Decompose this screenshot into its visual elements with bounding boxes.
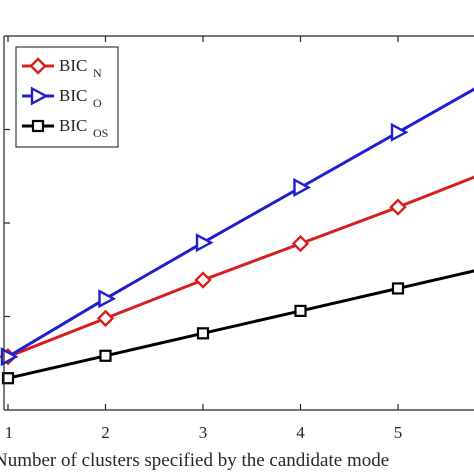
x-axis-title: Number of clusters specified by the cand…: [0, 450, 389, 471]
legend-marker-0: [29, 57, 47, 75]
legend-label-sub-2: OS: [93, 126, 108, 140]
series-layer: [0, 87, 474, 385]
legend-label-2: BIC: [59, 116, 87, 135]
legend-label-sub-1: O: [93, 96, 102, 110]
legend-marker-1: [30, 86, 49, 106]
data-point-0-2: [194, 271, 212, 289]
legend-label-sub-0: N: [93, 66, 102, 80]
legend: BIC N BIC O BIC OS: [15, 46, 119, 148]
x-tick-label-4: 5: [394, 423, 403, 442]
data-point-2-2: [196, 327, 210, 340]
legend-label-1: BIC: [59, 86, 87, 105]
x-tick-label-0: 1: [5, 423, 14, 442]
data-point-2-0: [1, 372, 15, 385]
x-tick-label-3: 4: [296, 423, 305, 442]
data-point-0-1: [96, 309, 115, 328]
legend-label-0: BIC: [59, 56, 87, 75]
data-point-1-1: [98, 289, 117, 309]
x-tick-label-2: 3: [199, 423, 208, 442]
series-line-2: [7, 269, 474, 380]
data-point-1-2: [195, 233, 214, 253]
x-tick-label-1: 2: [101, 423, 110, 442]
series-line-0: [7, 175, 474, 359]
data-point-1-3: [293, 177, 312, 197]
data-point-2-4: [391, 282, 405, 295]
series-line-1: [7, 87, 474, 358]
legend-marker-2: [31, 119, 45, 133]
data-point-1-0: [0, 347, 19, 367]
axis-layer: 1 2 3 4 5 Number of clusters specified by the…: [0, 35, 474, 471]
data-point-0-4: [389, 198, 407, 216]
data-point-0-3: [291, 234, 310, 253]
data-point-2-1: [99, 349, 112, 362]
data-point-2-3: [294, 304, 307, 317]
data-point-1-4: [390, 122, 409, 142]
